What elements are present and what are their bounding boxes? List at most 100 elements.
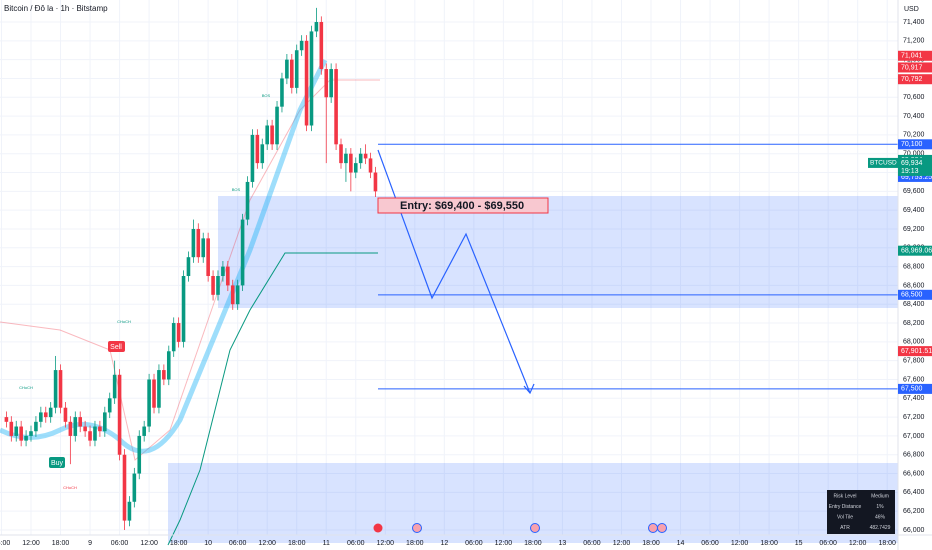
info-table bbox=[827, 490, 895, 534]
x-tick-label: 11 bbox=[323, 540, 330, 547]
trailing-stop bbox=[167, 252, 378, 546]
candles bbox=[4, 7, 378, 530]
price-tag bbox=[898, 139, 932, 150]
price-tag-label: 69,753.25 bbox=[901, 174, 932, 181]
x-tick-label: 12:00 bbox=[22, 540, 40, 547]
candle-body bbox=[270, 125, 274, 145]
candle-body bbox=[230, 285, 235, 305]
y-tick-label: 70,600 bbox=[903, 94, 925, 101]
x-tick-label: 12:00 bbox=[731, 540, 749, 547]
candle-body bbox=[309, 31, 314, 126]
price-tag-label: 70,100 bbox=[901, 141, 923, 148]
projection-arrow bbox=[523, 383, 535, 395]
x-tick-label: 06:00 bbox=[465, 540, 483, 547]
info-key: Risk Level bbox=[833, 493, 856, 499]
candle-body bbox=[39, 412, 43, 422]
event-icon bbox=[657, 523, 667, 533]
price-tag bbox=[898, 245, 932, 256]
candle-body bbox=[240, 219, 245, 286]
symbol-tag-label: BTCUSD bbox=[870, 160, 897, 167]
x-tick-label: 06:00 bbox=[0, 540, 10, 547]
candle-body bbox=[294, 50, 299, 88]
x-tick-label: 12:00 bbox=[849, 540, 867, 547]
entry-box bbox=[377, 197, 549, 214]
x-tick-label: 06:00 bbox=[229, 540, 247, 547]
x-tick-label: 12:00 bbox=[613, 540, 631, 547]
x-tick-label: 18:00 bbox=[170, 540, 188, 547]
candle-body bbox=[53, 370, 58, 408]
price-tag bbox=[898, 50, 932, 61]
trend-band bbox=[0, 79, 380, 461]
candle-body bbox=[152, 379, 156, 408]
info-rows: Risk Level Medium Entry Distance 1% Vol Tile… bbox=[829, 493, 891, 531]
price-tag-label: 67,500 bbox=[901, 386, 923, 393]
price-tag-label: 71,041 bbox=[901, 53, 923, 60]
info-key: Entry Distance bbox=[829, 504, 862, 510]
info-key: Vol Tile bbox=[837, 514, 853, 520]
info-value: 1% bbox=[876, 504, 884, 510]
candle-body bbox=[255, 134, 260, 164]
x-tick-label: 18:00 bbox=[524, 540, 542, 547]
y-tick-label: 68,200 bbox=[903, 320, 925, 327]
event-icons bbox=[373, 523, 667, 533]
x-tick-label: 14 bbox=[677, 540, 685, 547]
candle-body bbox=[34, 421, 38, 432]
candle-body bbox=[196, 228, 201, 258]
candle-body bbox=[58, 370, 63, 408]
candle-body bbox=[43, 412, 48, 418]
candle-body bbox=[29, 431, 33, 436]
chart-title: Bitcoin / Đô la · 1h · Bitstamp bbox=[4, 4, 108, 13]
y-tick-label: 71,200 bbox=[903, 38, 925, 45]
currency: USD bbox=[904, 6, 919, 13]
y-tick-label: 69,400 bbox=[903, 207, 925, 214]
y-tick-label: 68,600 bbox=[903, 282, 925, 289]
y-tick-label: 69,200 bbox=[903, 226, 925, 233]
candle-body bbox=[265, 125, 269, 145]
candle-body bbox=[112, 374, 117, 399]
y-tick-label: 67,400 bbox=[903, 395, 925, 402]
candle-body bbox=[211, 276, 215, 295]
x-tick-label: 12:00 bbox=[258, 540, 276, 547]
event-icon bbox=[648, 523, 658, 533]
grid bbox=[0, 0, 898, 535]
candle-body bbox=[260, 144, 265, 164]
x-tick-label: 12:00 bbox=[140, 540, 158, 547]
candle-body bbox=[157, 370, 161, 408]
candle-body bbox=[280, 78, 284, 107]
candle-body bbox=[63, 407, 68, 422]
candle-body bbox=[88, 431, 92, 441]
candle-body bbox=[68, 421, 73, 436]
x-tick-label: 18:00 bbox=[878, 540, 896, 547]
symbol-tag bbox=[868, 157, 898, 168]
buy-marker bbox=[49, 457, 65, 468]
y-tick-label: 67,200 bbox=[903, 414, 925, 421]
candle-body bbox=[216, 276, 220, 295]
candle-body bbox=[363, 153, 368, 159]
info-value: 46% bbox=[875, 514, 886, 520]
candle-body bbox=[186, 257, 191, 277]
price-tag-label: 67,901.51 bbox=[901, 348, 932, 355]
y-tick-label: 67,800 bbox=[903, 358, 925, 365]
candle-body bbox=[107, 398, 112, 413]
price-tag bbox=[898, 346, 932, 357]
y-tick-label: 69,600 bbox=[903, 188, 925, 195]
candle-body bbox=[73, 417, 78, 436]
candle-body bbox=[117, 374, 122, 455]
y-tick-label: 71,400 bbox=[903, 19, 925, 26]
candle-body bbox=[127, 501, 132, 521]
candle-body bbox=[147, 379, 151, 427]
x-tick-label: 18:00 bbox=[760, 540, 778, 547]
candle-body bbox=[162, 370, 166, 380]
candle-body bbox=[339, 144, 343, 164]
candle-body bbox=[250, 134, 255, 182]
candle-body bbox=[373, 172, 378, 192]
candle-body bbox=[142, 426, 146, 436]
x-tick-label: 06:00 bbox=[819, 540, 837, 547]
y-tick-label: 70,000 bbox=[903, 151, 925, 158]
candle-body bbox=[289, 59, 294, 88]
candle-body bbox=[275, 106, 279, 145]
candle-body bbox=[245, 181, 250, 220]
candle-body bbox=[48, 407, 53, 418]
candle-body bbox=[176, 323, 181, 342]
event-icon bbox=[373, 523, 383, 533]
